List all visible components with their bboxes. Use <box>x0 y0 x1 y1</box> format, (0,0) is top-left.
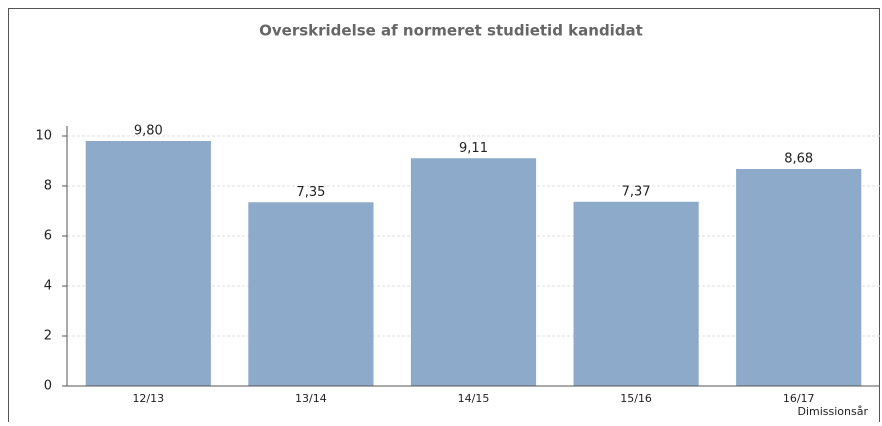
x-tick-label: 16/17 <box>783 392 815 405</box>
y-tick-label: 0 <box>44 379 52 394</box>
value-label: 7,37 <box>622 184 651 199</box>
value-label: 7,35 <box>296 185 325 200</box>
y-tick-label: 2 <box>44 329 52 344</box>
y-tick-label: 8 <box>44 179 52 194</box>
y-tick-label: 4 <box>44 279 52 294</box>
x-tick-label: 14/15 <box>458 392 490 405</box>
x-tick-label: 13/14 <box>295 392 327 405</box>
x-axis-label: Dimissionsår <box>797 405 868 418</box>
x-tick-label: 12/13 <box>132 392 164 405</box>
x-tick-label: 15/16 <box>620 392 652 405</box>
bar <box>736 169 862 386</box>
value-label: 8,68 <box>784 152 813 167</box>
bar <box>573 201 699 386</box>
chart-title: Overskridelse af normeret studietid kand… <box>259 22 643 40</box>
bar <box>85 141 211 386</box>
bar <box>410 158 537 386</box>
bar <box>248 202 374 386</box>
value-label: 9,11 <box>459 141 488 156</box>
value-label: 9,80 <box>134 124 163 139</box>
y-tick-label: 6 <box>44 229 52 244</box>
y-tick-label: 10 <box>35 129 52 144</box>
